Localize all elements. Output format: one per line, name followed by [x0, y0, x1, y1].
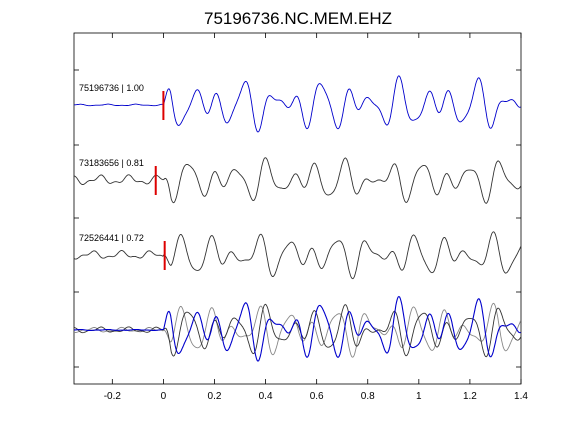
stack-overlay-waveform: [73, 302, 522, 358]
x-tick-label: 0: [161, 391, 167, 402]
chart-title: 75196736.NC.MEM.EHZ: [204, 9, 392, 28]
x-tick-label: 0.6: [310, 391, 324, 402]
x-tick-label: 0.2: [208, 391, 222, 402]
trace-3-waveform: [73, 231, 522, 280]
stack-overlay-waveform: [73, 303, 522, 358]
trace-1-waveform: [73, 75, 521, 133]
trace-label: 73183656 | 0.81: [79, 158, 144, 168]
x-tick-label: 1.2: [463, 391, 477, 402]
trace-2-waveform: [73, 157, 522, 204]
x-tick-label: 0.8: [361, 391, 375, 402]
x-tick-label: 1.4: [514, 391, 528, 402]
x-tick-label: -0.2: [104, 391, 122, 402]
stack-overlay-waveform: [74, 295, 521, 362]
axes-frame: [73, 32, 522, 385]
x-tick-label: 1: [416, 391, 422, 402]
plot-area: -0.2 0 0.2 0.4 0.6 0.8 1 1.2 1.4 75196736 | 1.00 7…: [73, 32, 528, 402]
trace-label: 75196736 | 1.00: [79, 83, 144, 93]
x-tick-label: 0.4: [259, 391, 273, 402]
trace-label: 72526441 | 0.72: [79, 233, 144, 243]
